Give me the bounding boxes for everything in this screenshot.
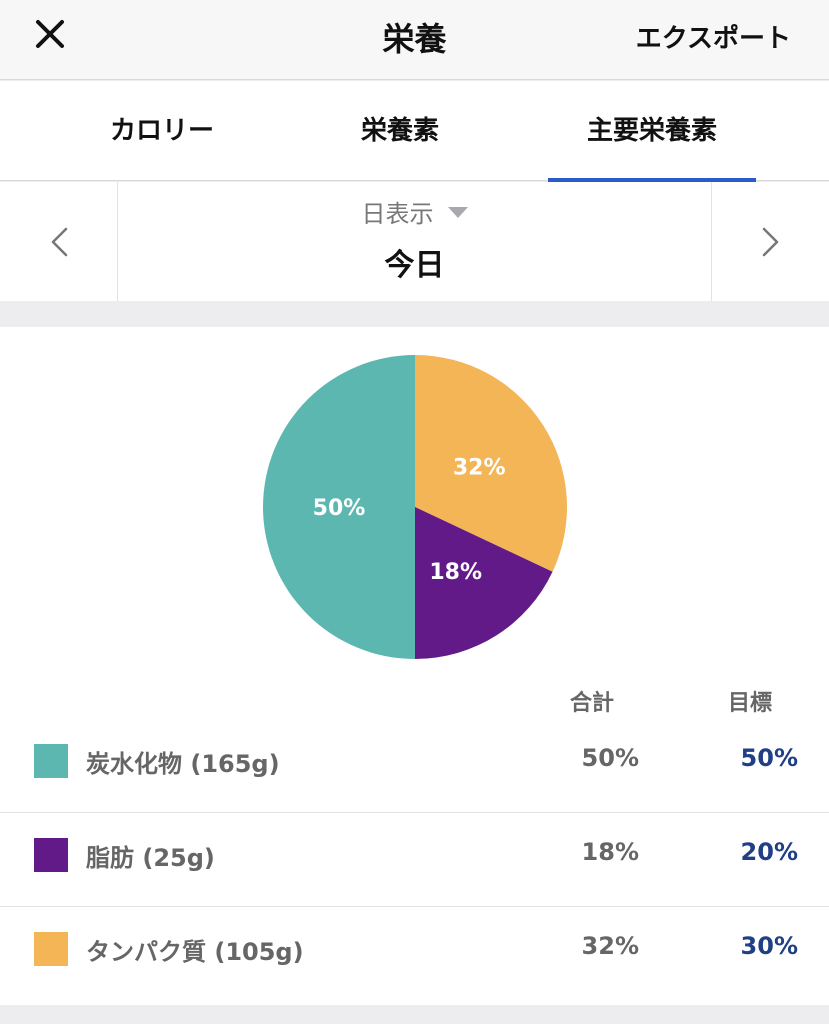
table-row-protein: タンパク質 (105g) 32% 30%: [0, 907, 829, 1001]
chevron-right-icon: [762, 227, 779, 257]
row-total: 50%: [581, 744, 639, 772]
table-row-fat: 脂肪 (25g) 18% 20%: [0, 813, 829, 907]
fat-color-swatch: [34, 838, 68, 872]
row-total: 32%: [581, 932, 639, 960]
close-button[interactable]: [30, 14, 70, 54]
current-date: 今日: [384, 248, 445, 283]
view-mode-label: 日表示: [361, 200, 434, 228]
tab-macronutrients[interactable]: 主要栄養素: [548, 81, 756, 182]
protein-slice-label: 32%: [453, 455, 506, 480]
tab-bar: カロリー 栄養素 主要栄養素: [0, 81, 829, 182]
row-divider: [0, 906, 829, 907]
date-navigator: 日表示 今日: [0, 182, 829, 301]
fat-slice: [415, 507, 553, 659]
row-total: 18%: [581, 838, 639, 866]
carbs-slice-label: 50%: [313, 496, 366, 521]
row-label: 炭水化物 (165g): [86, 750, 280, 778]
row-goal: 20%: [740, 838, 798, 866]
tab-nutrients[interactable]: 栄養素: [360, 116, 439, 146]
column-header-goal: 目標: [728, 691, 773, 716]
chevron-left-icon: [51, 227, 68, 257]
caret-down-icon: [447, 206, 468, 218]
protein-color-swatch: [34, 932, 68, 966]
row-label: 脂肪 (25g): [86, 844, 215, 872]
column-header-total: 合計: [570, 691, 615, 716]
view-mode-dropdown[interactable]: 日表示: [119, 194, 710, 229]
protein-slice: [415, 355, 567, 572]
row-label: タンパク質 (105g): [86, 938, 304, 966]
carbs-slice: [263, 355, 415, 659]
carbs-color-swatch: [34, 744, 68, 778]
top-bar: 栄養 エクスポート: [0, 0, 829, 80]
table-row-carbs: 炭水化物 (165g) 50% 50%: [0, 719, 829, 813]
previous-day-button[interactable]: [0, 182, 118, 301]
tab-calories[interactable]: カロリー: [109, 116, 214, 146]
export-button[interactable]: エクスポート: [635, 24, 791, 54]
macronutrient-pie-chart: 32% 18% 50%: [263, 355, 567, 659]
close-icon: [36, 20, 64, 48]
macronutrient-card: 32% 18% 50% 合計 目標 炭水化物 (165g) 50% 50% 脂肪 (…: [0, 327, 829, 1005]
next-day-button[interactable]: [711, 182, 829, 301]
fat-slice-label: 18%: [429, 560, 482, 585]
row-goal: 50%: [740, 744, 798, 772]
row-goal: 30%: [740, 932, 798, 960]
row-divider: [0, 812, 829, 813]
